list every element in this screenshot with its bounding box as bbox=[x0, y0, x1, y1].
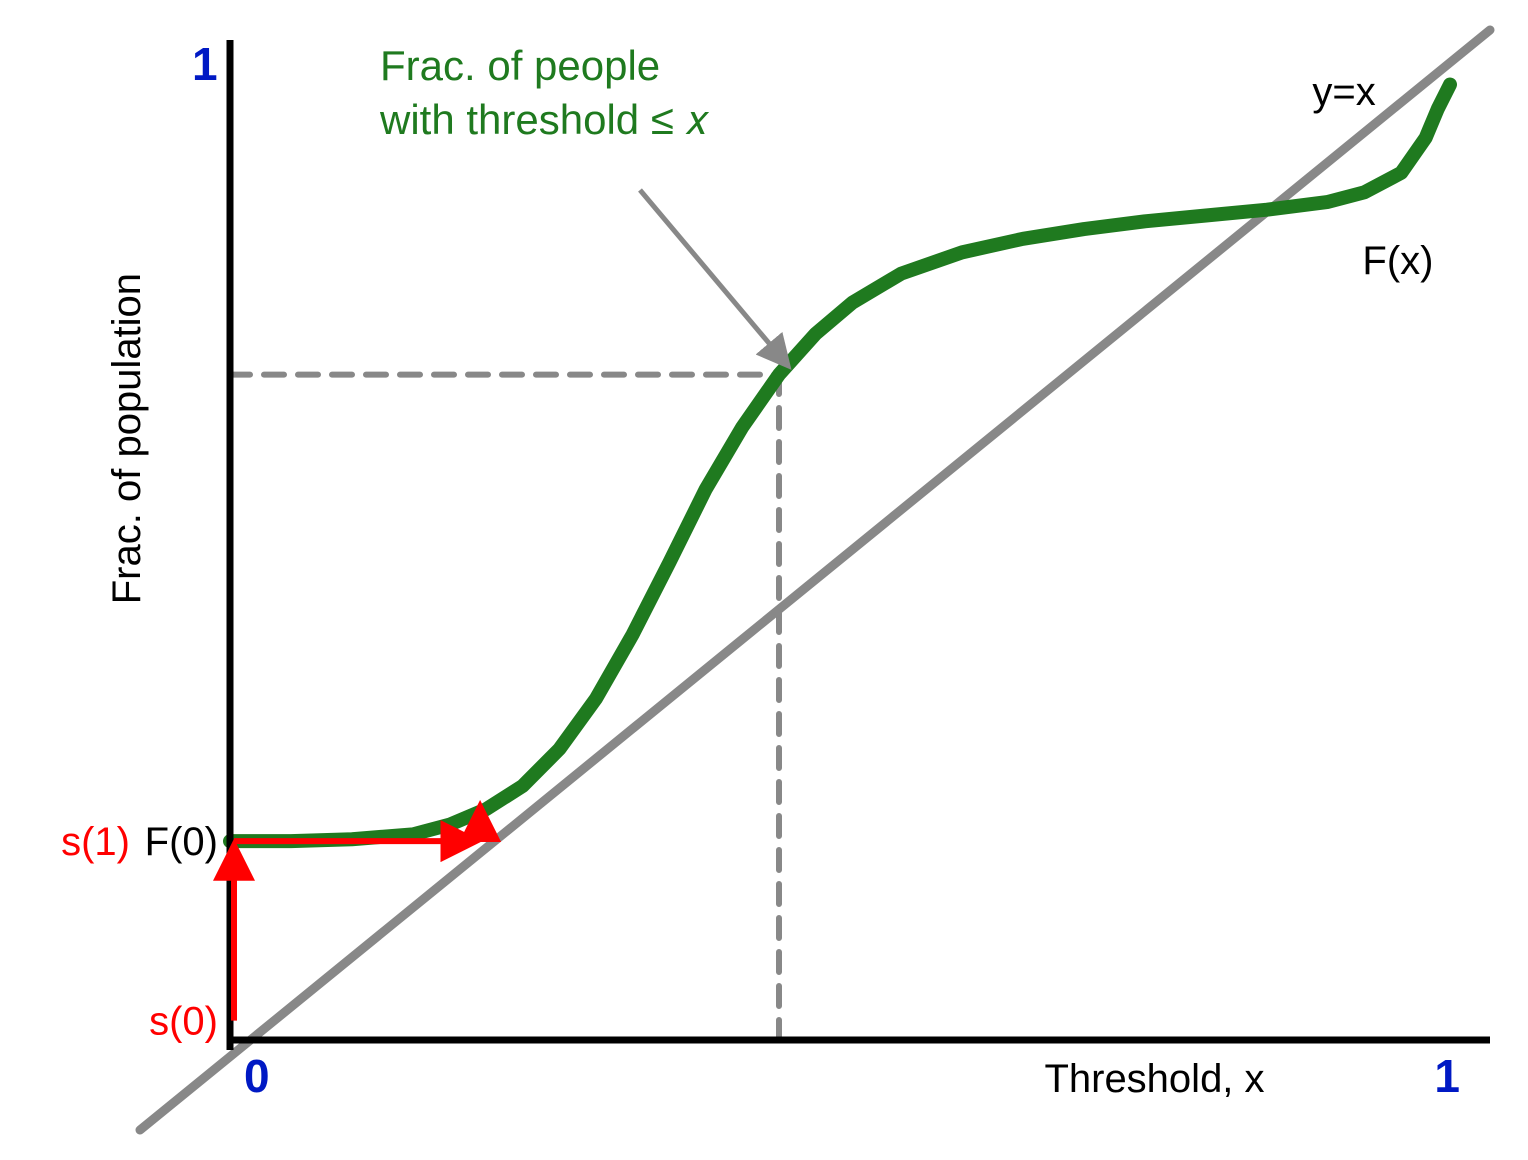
y-tick-1: 1 bbox=[192, 38, 218, 90]
yx-label: y=x bbox=[1312, 70, 1375, 114]
annotation-line-2: with threshold ≤ 𝑥 bbox=[379, 96, 710, 143]
s1-label: s(1) bbox=[61, 820, 130, 864]
x-tick-0: 0 bbox=[244, 1050, 270, 1102]
f0-label: F(0) bbox=[145, 820, 218, 864]
y-axis-label: Frac. of population bbox=[105, 273, 149, 604]
x-axis-label: Threshold, x bbox=[1044, 1057, 1264, 1101]
threshold-chart: 0 1 1 Threshold, x Frac. of population s(0) s(… bbox=[0, 0, 1528, 1160]
s0-label: s(0) bbox=[149, 1000, 218, 1044]
fx-label: F(x) bbox=[1362, 239, 1433, 283]
x-tick-1: 1 bbox=[1434, 1050, 1460, 1102]
annotation-line-1: Frac. of people bbox=[380, 42, 660, 89]
